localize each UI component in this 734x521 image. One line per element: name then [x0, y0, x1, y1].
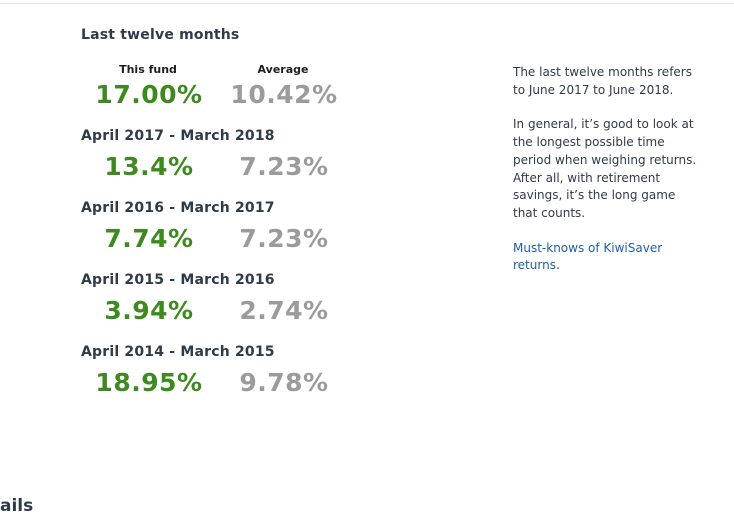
fund-return-value: 3.94%	[104, 296, 194, 325]
average-return-value: 10.42%	[230, 80, 338, 109]
period-row: 3.94% 2.74%	[81, 295, 461, 329]
period-title: April 2016 - March 2017	[81, 200, 275, 216]
explanation-paragraph: The last twelve months refers to June 20…	[513, 65, 692, 97]
top-divider	[0, 3, 734, 4]
explanation-paragraph: In general, it’s good to look at the lon…	[513, 117, 697, 220]
period-block: April 2016 - March 2017 7.74% 7.23%	[81, 199, 461, 257]
this-fund-header: This fund	[119, 63, 177, 76]
section-title: Last twelve months	[81, 27, 240, 43]
average-return-value: 9.78%	[239, 368, 329, 397]
period-block: April 2014 - March 2015 18.95% 9.78%	[81, 343, 461, 401]
period-row: 7.74% 7.23%	[81, 223, 461, 257]
period-row: 13.4% 7.23%	[81, 151, 461, 185]
returns-panel: Last twelve months This fund Average 17.…	[81, 26, 461, 401]
period-row: 18.95% 9.78%	[81, 367, 461, 401]
fund-return-value: 7.74%	[104, 224, 194, 253]
period-title: April 2014 - March 2015	[81, 344, 275, 360]
column-headers: This fund Average	[81, 63, 461, 79]
average-return-value: 2.74%	[239, 296, 329, 325]
fund-return-value: 13.4%	[104, 152, 194, 181]
link-suffix: .	[555, 258, 560, 273]
period-block: April 2015 - March 2016 3.94% 2.74%	[81, 271, 461, 329]
next-section-heading: ails	[0, 496, 34, 516]
average-return-value: 7.23%	[239, 224, 329, 253]
kiwisaver-returns-link[interactable]: Must-knows of KiwiSaver returns	[513, 240, 663, 273]
explanation-panel: The last twelve months refers to June 20…	[513, 64, 703, 292]
period-title: April 2017 - March 2018	[81, 128, 275, 144]
link-paragraph: Must-knows of KiwiSaver returns.	[513, 240, 703, 275]
period-block: April 2017 - March 2018 13.4% 7.23%	[81, 127, 461, 185]
average-return-value: 7.23%	[239, 152, 329, 181]
period-title: April 2015 - March 2016	[81, 272, 275, 288]
last-twelve-row: 17.00% 10.42%	[81, 79, 461, 113]
average-header: Average	[257, 63, 309, 76]
fund-return-value: 17.00%	[95, 80, 203, 109]
fund-return-value: 18.95%	[95, 368, 203, 397]
